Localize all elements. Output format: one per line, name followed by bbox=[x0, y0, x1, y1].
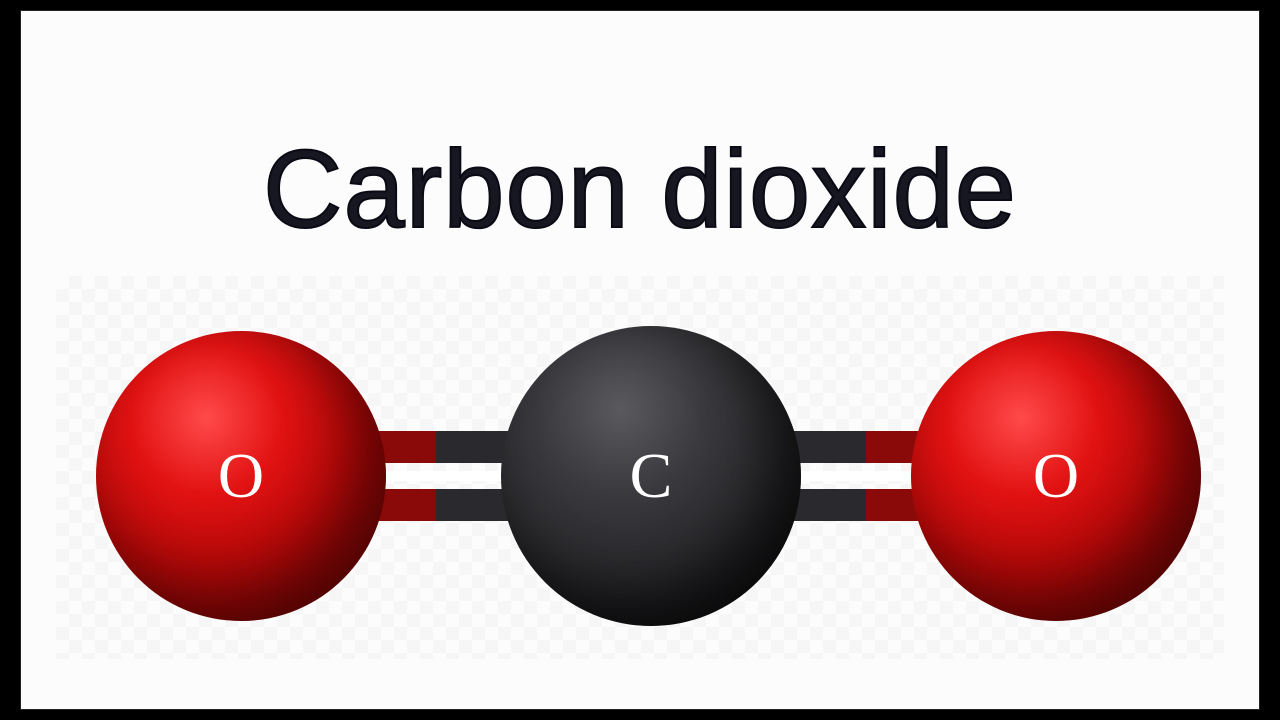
atom-label: C bbox=[630, 439, 673, 513]
diagram-canvas: Carbon dioxide O C bbox=[20, 10, 1260, 710]
atom-carbon: C bbox=[501, 326, 801, 626]
atom-label: O bbox=[1033, 439, 1079, 513]
atom-oxygen-right: O bbox=[911, 331, 1201, 621]
atom-label: O bbox=[218, 439, 264, 513]
co2-molecule: O C O bbox=[21, 316, 1259, 636]
atom-oxygen-left: O bbox=[96, 331, 386, 621]
molecule-title: Carbon dioxide bbox=[21, 126, 1259, 253]
